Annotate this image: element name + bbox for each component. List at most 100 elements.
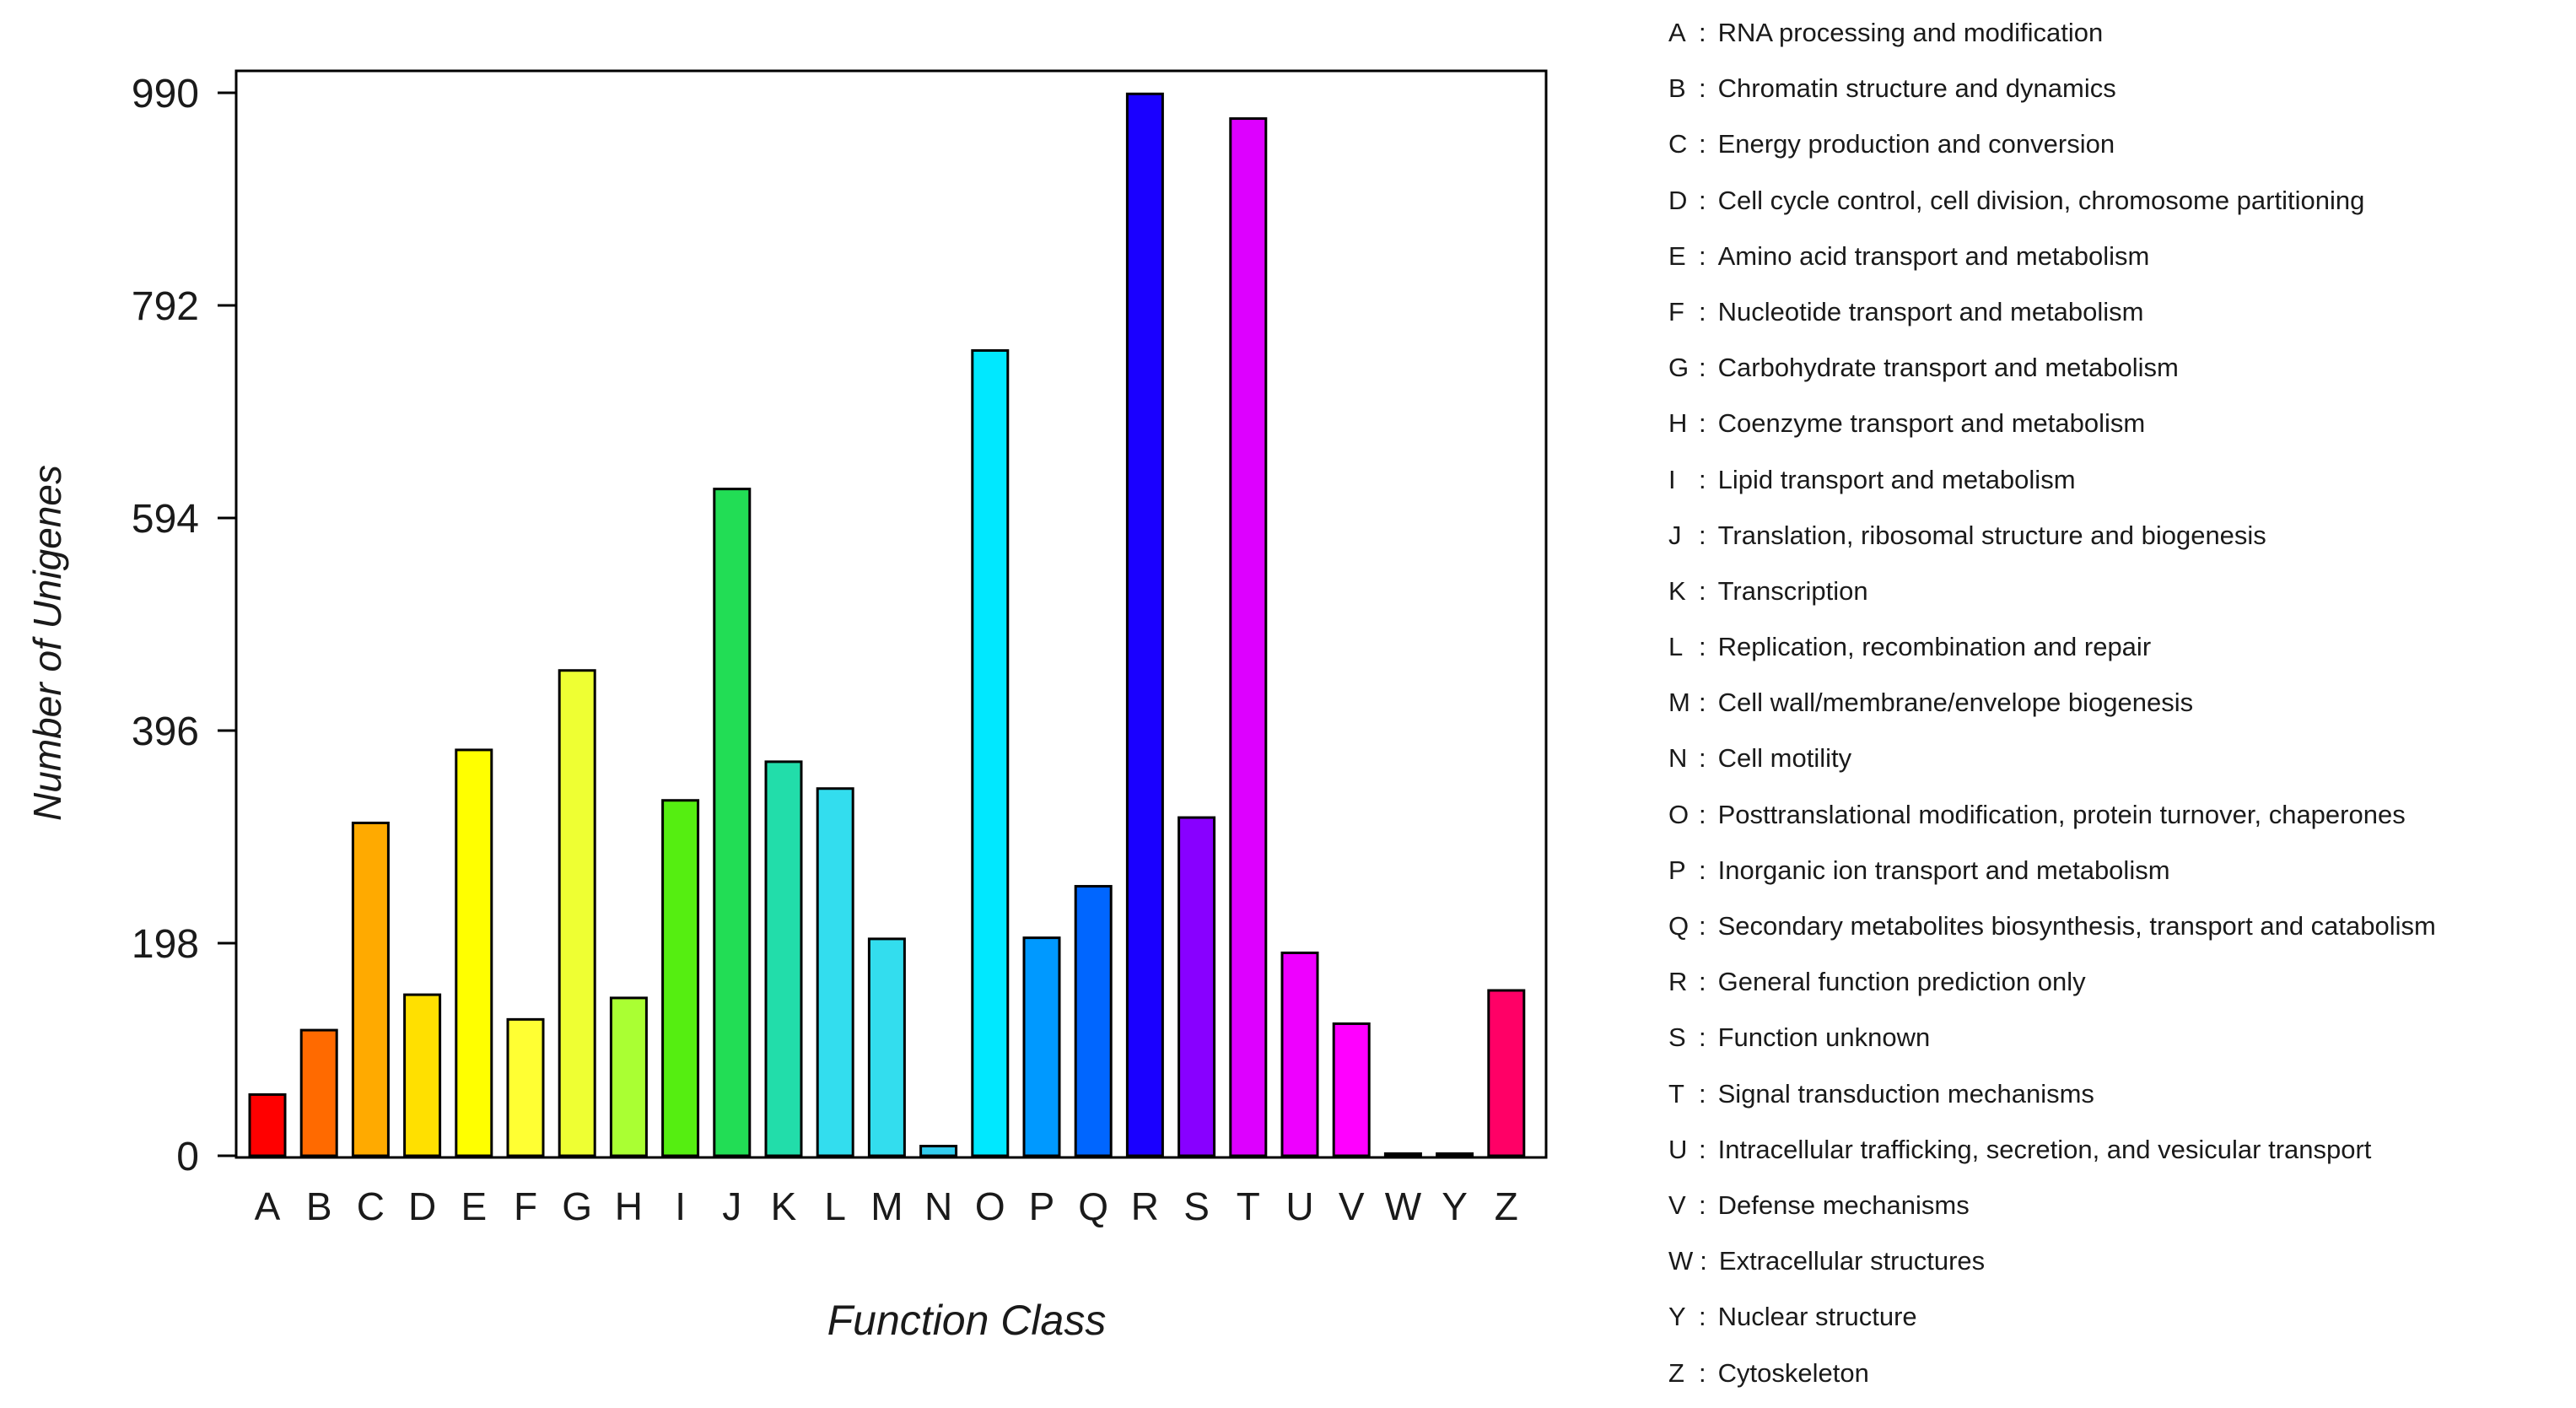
legend-separator: : xyxy=(1699,296,1706,326)
legend-item: I: Lipid transport and metabolism xyxy=(1668,459,2571,515)
legend-separator: : xyxy=(1699,743,1706,774)
bar-Z xyxy=(1487,989,1526,1157)
legend-label: Nucleotide transport and metabolism xyxy=(1717,296,2144,326)
bar-W xyxy=(1383,1152,1422,1157)
bar-T xyxy=(1229,117,1268,1157)
bar-B xyxy=(299,1028,338,1157)
legend-label: Inorganic ion transport and metabolism xyxy=(1717,855,2170,885)
y-axis-title: Number of Unigenes xyxy=(25,465,69,821)
x-tick-label: V xyxy=(1339,1184,1365,1228)
legend-item: W: Extracellular structures xyxy=(1668,1240,2571,1296)
legend-key: G xyxy=(1668,353,1689,383)
legend-label: Replication, recombination and repair xyxy=(1717,632,2152,662)
legend-separator: : xyxy=(1699,1022,1706,1053)
legend-label: Cytoskeleton xyxy=(1717,1357,1869,1388)
y-tick-label: 594 xyxy=(132,497,199,542)
legend-label: Function unknown xyxy=(1717,1022,1931,1053)
bar-K xyxy=(764,760,803,1157)
x-tick-label: I xyxy=(675,1184,686,1228)
bar-J xyxy=(713,488,752,1157)
legend-label: Chromatin structure and dynamics xyxy=(1717,73,2116,104)
legend-item: M: Cell wall/membrane/envelope biogenesis xyxy=(1668,682,2571,737)
legend-label: RNA processing and modification xyxy=(1717,18,2104,47)
legend-label: Carbohydrate transport and metabolism xyxy=(1717,353,2179,383)
x-tick-label: U xyxy=(1285,1184,1313,1228)
bar-C xyxy=(351,821,390,1157)
legend-key: C xyxy=(1668,129,1688,159)
legend-item: Y: Nuclear structure xyxy=(1668,1296,2571,1351)
bar-E xyxy=(455,748,493,1157)
legend-label: Signal transduction mechanisms xyxy=(1717,1078,2094,1109)
legend-item: E: Amino acid transport and metabolism xyxy=(1668,235,2571,291)
bar-I xyxy=(661,799,700,1157)
legend-item: C: Energy production and conversion xyxy=(1668,123,2571,179)
legend-label: Lipid transport and metabolism xyxy=(1717,464,2076,494)
legend-separator: : xyxy=(1699,688,1706,718)
legend-label: Defense mechanisms xyxy=(1717,1190,1970,1220)
bar-M xyxy=(867,937,906,1157)
legend-separator: : xyxy=(1699,73,1706,104)
legend-separator: : xyxy=(1699,799,1706,829)
legend-item: K: Transcription xyxy=(1668,570,2571,626)
x-tick-label: G xyxy=(562,1184,592,1228)
legend-key: O xyxy=(1668,799,1689,829)
legend-label: Transcription xyxy=(1717,575,1868,606)
bar-A xyxy=(248,1092,287,1157)
x-tick-label: Z xyxy=(1495,1184,1518,1228)
legend-separator: : xyxy=(1699,1078,1706,1109)
legend-item: F: Nucleotide transport and metabolism xyxy=(1668,291,2571,347)
legend-label: Extracellular structures xyxy=(1718,1246,1986,1276)
legend-key: P xyxy=(1668,855,1686,885)
x-tick-label: J xyxy=(722,1184,741,1228)
bar-Q xyxy=(1074,885,1113,1157)
legend-label: Cell wall/membrane/envelope biogenesis xyxy=(1717,688,2194,718)
y-tick-label: 0 xyxy=(176,1135,199,1179)
x-tick-label: C xyxy=(357,1184,385,1228)
x-tick-label: F xyxy=(514,1184,537,1228)
legend-label: Secondary metabolites biosynthesis, tran… xyxy=(1717,911,2436,941)
legend-item: B: Chromatin structure and dynamics xyxy=(1668,67,2571,123)
legend-item: Q: Secondary metabolites biosynthesis, tr… xyxy=(1668,905,2571,961)
legend-key: T xyxy=(1668,1078,1684,1109)
legend-separator: : xyxy=(1699,353,1706,383)
bar-Y xyxy=(1436,1152,1474,1157)
bar-series xyxy=(248,92,1526,1157)
legend-label: Nuclear structure xyxy=(1717,1302,1917,1332)
legend-separator: : xyxy=(1699,18,1706,47)
legend-key: R xyxy=(1668,967,1688,997)
legend-key: V xyxy=(1668,1190,1686,1220)
bar-D xyxy=(403,993,442,1157)
legend-separator: : xyxy=(1699,575,1706,606)
legend-key: N xyxy=(1668,743,1688,774)
x-tick-label: M xyxy=(870,1184,903,1228)
legend-key: Z xyxy=(1668,1357,1684,1388)
legend-key: U xyxy=(1668,1134,1688,1164)
x-tick-label: E xyxy=(461,1184,487,1228)
legend: A: RNA processing and modification B: Chrom… xyxy=(1668,12,2571,1408)
y-tick-label: 990 xyxy=(132,72,199,116)
x-tick-label: W xyxy=(1385,1184,1422,1228)
legend-item: G: Carbohydrate transport and metabolism xyxy=(1668,347,2571,402)
legend-key: B xyxy=(1668,73,1686,104)
legend-key: F xyxy=(1668,296,1684,326)
legend-label: Posttranslational modification, protein … xyxy=(1717,799,2406,829)
bar-U xyxy=(1280,951,1319,1157)
legend-label: Intracellular trafficking, secretion, an… xyxy=(1717,1134,2372,1164)
legend-label: Energy production and conversion xyxy=(1717,129,2115,159)
legend-label: Translation, ribosomal structure and bio… xyxy=(1717,520,2266,550)
x-tick-label: S xyxy=(1183,1184,1210,1228)
x-tick-label: L xyxy=(824,1184,846,1228)
legend-key: M xyxy=(1668,688,1690,718)
x-tick-label: T xyxy=(1237,1184,1260,1228)
legend-separator: : xyxy=(1699,464,1706,494)
legend-key: A xyxy=(1668,18,1686,47)
legend-item: O: Posttranslational modification, protei… xyxy=(1668,794,2571,850)
legend-item: V: Defense mechanisms xyxy=(1668,1184,2571,1240)
legend-item: Z: Cytoskeleton xyxy=(1668,1352,2571,1408)
legend-separator: : xyxy=(1699,408,1706,439)
bar-N xyxy=(919,1145,958,1157)
legend-item: T: Signal transduction mechanisms xyxy=(1668,1073,2571,1129)
legend-item: L: Replication, recombination and repair xyxy=(1668,626,2571,682)
x-tick-label: O xyxy=(975,1184,1005,1228)
